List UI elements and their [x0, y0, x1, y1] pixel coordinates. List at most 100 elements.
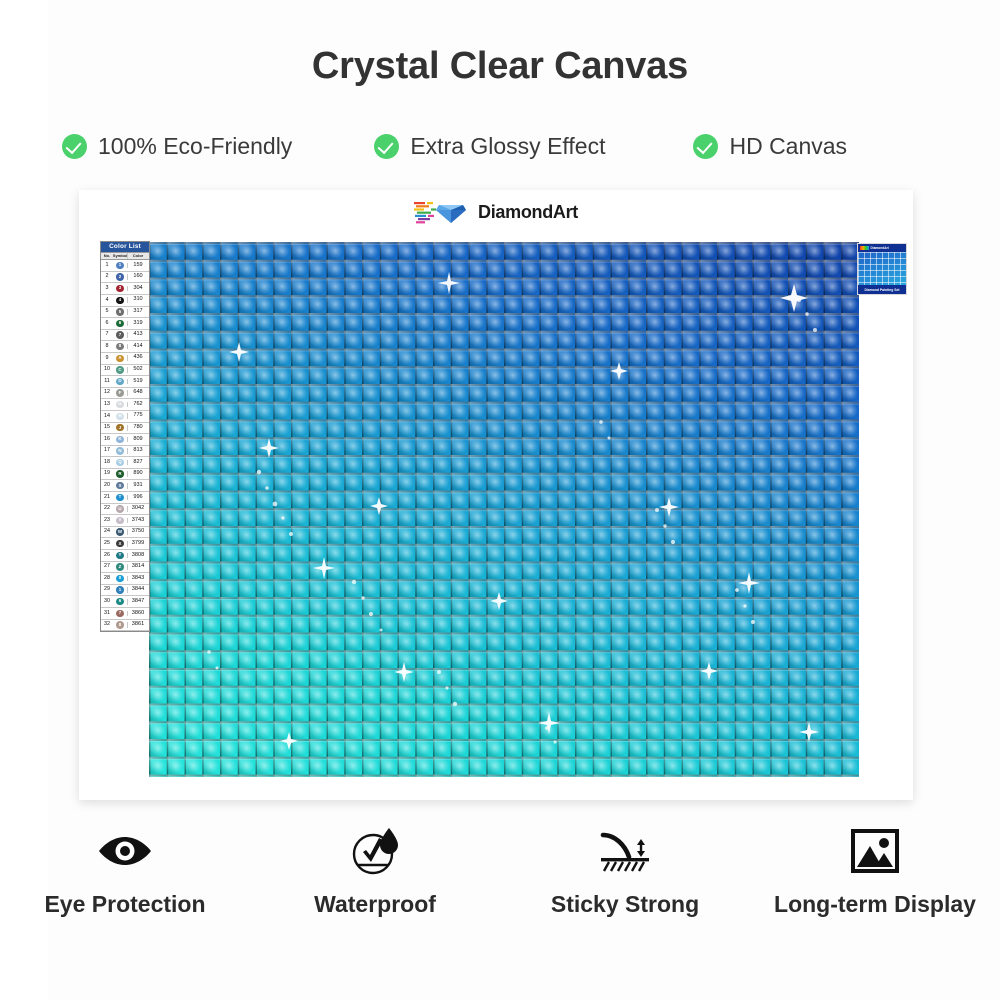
cell-symbol: S	[113, 482, 127, 490]
feature-item-hd: HD Canvas	[693, 133, 847, 160]
cell-no: 27	[104, 563, 110, 570]
table-row: 25 X 3799	[101, 538, 149, 551]
color-symbol-badge: X	[116, 540, 124, 548]
cell-color-code: 813	[127, 448, 148, 454]
cell-symbol: Z	[113, 563, 127, 571]
color-symbol-badge: 1	[116, 586, 124, 594]
benefit-long-term-display: Long-term Display	[750, 825, 1000, 918]
table-row: 26 Y 3808	[101, 550, 149, 562]
color-symbol-badge: 7	[116, 609, 124, 617]
cell-color-code: 3750	[127, 529, 148, 535]
cell-color-code: 775	[127, 413, 148, 419]
table-row: 27 Z 3814	[101, 562, 149, 574]
color-list-body: 1 1 159 2 2 160 3 3 304 4 4 310 5 5 317 6 6 319 7 7 413 8 8 414…	[101, 260, 149, 632]
cell-no: 8	[105, 342, 109, 349]
diamond-facet-highlights	[149, 242, 859, 777]
color-symbol-badge: S	[116, 482, 124, 490]
cell-no: 11	[104, 377, 110, 384]
cell-color-code: 414	[127, 343, 148, 350]
color-symbol-badge: 8	[116, 621, 124, 629]
cell-color-code: 827	[127, 459, 148, 466]
table-row: 9 A 436	[101, 353, 149, 365]
color-symbol-badge: W	[116, 528, 124, 536]
cell-symbol: C	[113, 366, 127, 374]
table-row: 28 0 3843	[101, 573, 149, 585]
table-row: 2 2 160	[101, 272, 149, 284]
table-row: 6 6 319	[101, 318, 149, 330]
cell-color-code: 648	[127, 390, 148, 396]
cell-symbol: H	[113, 412, 127, 420]
cell-color-code: 3861	[127, 621, 148, 628]
color-symbol-badge: Z	[116, 563, 124, 571]
cell-symbol: F	[113, 389, 127, 397]
color-symbol-badge: 3	[116, 284, 124, 293]
canvas-board: DiamondArt	[79, 190, 913, 800]
color-symbol-badge: Y	[116, 551, 124, 560]
cell-symbol: 8	[113, 342, 127, 351]
benefit-sticky-strong: Sticky Strong	[500, 825, 750, 918]
table-row: 21 T 996	[101, 492, 149, 504]
cell-color-code: 436	[127, 355, 148, 362]
sparkle-overlay	[207, 272, 819, 750]
cell-color-code: 3847	[127, 598, 148, 605]
cell-symbol: K	[113, 435, 127, 444]
table-row: 15 J 780	[101, 423, 149, 435]
check-circle-icon	[693, 134, 719, 159]
table-row: 10 C 502	[101, 365, 149, 377]
left-white-band	[0, 0, 48, 1000]
cell-symbol: 8	[113, 621, 127, 629]
cell-color-code: 502	[127, 366, 148, 373]
cell-symbol: 5	[113, 308, 127, 316]
cell-symbol: J	[113, 424, 127, 432]
cell-no: 5	[105, 308, 109, 315]
cell-symbol: 7	[113, 331, 127, 339]
brand-name: DiamondArt	[478, 201, 578, 222]
column-header-no: No.	[103, 252, 111, 258]
cell-no: 30	[104, 598, 110, 604]
color-symbol-badge: 4	[116, 296, 124, 304]
feature-label: HD Canvas	[729, 133, 848, 159]
color-symbol-badge: F	[116, 389, 124, 397]
table-row: 16 K 809	[101, 434, 149, 446]
color-symbol-badge: C	[116, 366, 124, 374]
cell-color-code: 3843	[127, 575, 148, 582]
thumbnail-caption: Diamond Painting Set	[858, 285, 906, 294]
cell-symbol: 7	[113, 609, 127, 617]
cell-no: 15	[104, 424, 110, 431]
cell-no: 4	[105, 296, 109, 303]
table-row: 22 U 3042	[101, 504, 149, 516]
cell-no: 23	[104, 516, 110, 523]
cell-no: 28	[104, 574, 110, 581]
color-symbol-badge: 1	[116, 261, 124, 270]
table-row: 3 3 304	[101, 283, 149, 295]
cell-color-code: 3814	[127, 564, 148, 570]
cell-no: 13	[104, 400, 110, 407]
color-symbol-badge: U	[116, 505, 124, 513]
table-row: 30 6 3847	[101, 596, 149, 608]
column-header-symbol: Symbol	[112, 252, 128, 258]
cell-symbol: R	[113, 470, 127, 478]
cell-no: 21	[104, 493, 110, 500]
brand-logo: DiamondArt	[79, 199, 913, 225]
benefit-eye-protection: Eye Protection	[0, 825, 250, 918]
cell-no: 24	[104, 528, 110, 535]
color-symbol-badge: K	[116, 435, 124, 444]
color-symbol-badge: J	[116, 424, 124, 432]
thumbnail-header: DiamondArt	[858, 244, 906, 252]
table-row: 8 8 414	[101, 341, 149, 353]
cell-no: 18	[104, 458, 110, 465]
table-row: 19 R 890	[101, 469, 149, 481]
table-row: 24 W 3750	[101, 527, 149, 539]
cell-symbol: 6	[113, 319, 127, 328]
cell-color-code: 3844	[127, 587, 148, 593]
cell-color-code: 3808	[127, 552, 148, 559]
feature-item-eco: 100% Eco-Friendly	[62, 133, 292, 160]
benefit-waterproof: Waterproof	[250, 825, 500, 918]
cell-no: 32	[104, 621, 110, 628]
cell-no: 26	[104, 551, 110, 558]
benefit-row: Eye Protection Waterproof	[0, 825, 1000, 918]
benefit-label: Eye Protection	[44, 891, 206, 917]
table-row: 7 7 413	[101, 330, 149, 342]
adhesive-icon	[597, 825, 653, 877]
feature-row: 100% Eco-Friendly Extra Glossy Effect HD…	[0, 133, 1000, 160]
